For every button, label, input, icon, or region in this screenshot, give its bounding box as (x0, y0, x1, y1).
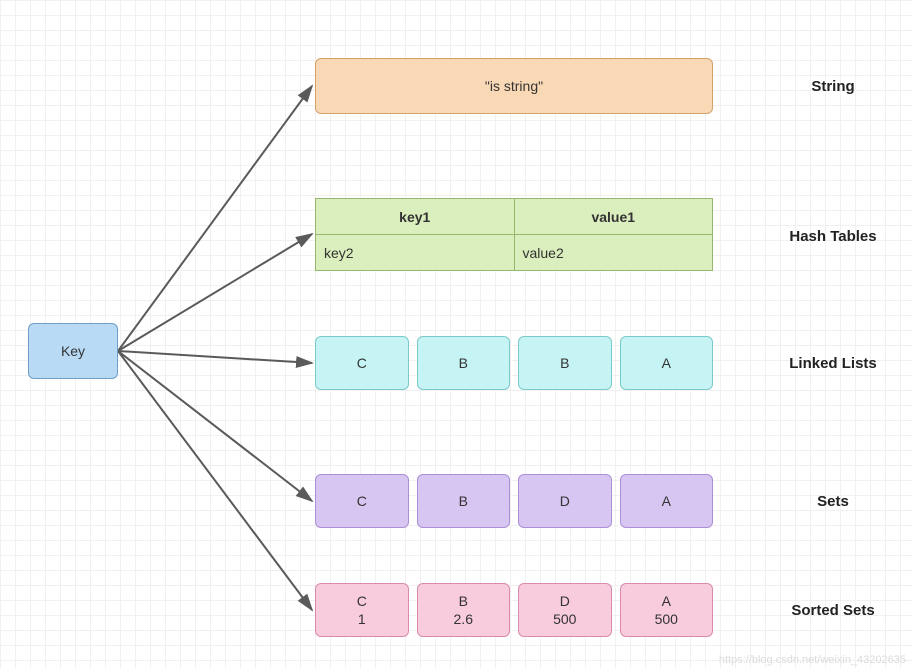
arrow-to-hash (118, 234, 312, 351)
zset-member: A (662, 592, 671, 610)
zset-score: 500 (655, 610, 678, 628)
hash-table: key1 value1 key2 value2 (315, 198, 713, 271)
zset-score: 500 (553, 610, 576, 628)
arrow-to-set (118, 351, 312, 501)
hash-header-key: key1 (316, 199, 515, 235)
zset-item: A 500 (620, 583, 714, 637)
linked-list-row: C B B A (315, 336, 713, 390)
zset-item: D 500 (518, 583, 612, 637)
zset-score: 2.6 (454, 610, 473, 628)
key-node: Key (28, 323, 118, 379)
zset-member: C (357, 592, 367, 610)
watermark: https://blog.csdn.net/weixin_43202635 (719, 654, 906, 666)
string-title: String (768, 78, 898, 95)
list-item: A (620, 336, 714, 390)
hash-cell-key: key2 (316, 235, 515, 271)
list-item: C (315, 336, 409, 390)
zset-item: C 1 (315, 583, 409, 637)
set-title: Sets (768, 493, 898, 510)
set-item: C (315, 474, 409, 528)
hash-title: Hash Tables (768, 228, 898, 245)
arrow-to-list (118, 351, 312, 363)
set-row: C B D A (315, 474, 713, 528)
set-item: A (620, 474, 714, 528)
arrow-to-string (118, 86, 312, 351)
zset-score: 1 (358, 610, 366, 628)
set-item: B (417, 474, 511, 528)
zset-member: D (560, 592, 570, 610)
list-item: B (518, 336, 612, 390)
zset-member: B (459, 592, 468, 610)
list-title: Linked Lists (768, 355, 898, 372)
string-value: "is string" (485, 78, 543, 94)
zset-title: Sorted Sets (768, 602, 898, 619)
set-item: D (518, 474, 612, 528)
list-item: B (417, 336, 511, 390)
hash-cell-value: value2 (514, 235, 713, 271)
string-node: "is string" (315, 58, 713, 114)
key-label: Key (61, 343, 85, 359)
arrow-to-zset (118, 351, 312, 610)
hash-header-value: value1 (514, 199, 713, 235)
zset-item: B 2.6 (417, 583, 511, 637)
sorted-set-row: C 1 B 2.6 D 500 A 500 (315, 583, 713, 637)
